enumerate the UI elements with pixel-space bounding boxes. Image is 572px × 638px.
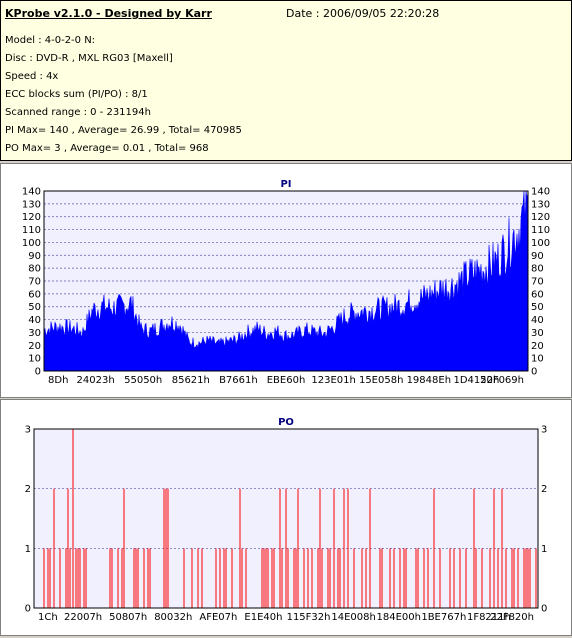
y-tick-label-right: 90	[531, 251, 544, 262]
model-line: Model : 4-0-2-0 N:	[5, 35, 96, 46]
pi-stats-line: PI Max= 140 , Average= 26.99 , Total= 47…	[5, 125, 242, 136]
x-tick-label: E1E40h	[244, 612, 282, 623]
y-tick-label-left: 80	[28, 264, 41, 275]
x-tick-label: 115F32h	[287, 612, 331, 623]
y-tick-label-left: 110	[22, 225, 41, 236]
pi-chart-panel: PI 0 0 10 10 20 20 30 30 40 40 50 50 60 60 70 70 80 80 90 90…	[0, 163, 572, 398]
x-tick-label: 85621h	[172, 375, 210, 386]
plot-border	[43, 190, 529, 372]
x-tick-label: 80032h	[154, 612, 192, 623]
y-tick-label-left: 3	[25, 425, 31, 436]
x-tick-label: 1BE767h	[421, 612, 466, 623]
chart-title: PI	[280, 179, 291, 190]
speed-line: Speed : 4x	[5, 71, 59, 82]
y-tick-label-left: 0	[35, 367, 41, 378]
y-tick-label-left: 60	[28, 289, 41, 300]
y-tick-label-right: 40	[531, 315, 544, 326]
plot-border	[33, 428, 539, 609]
y-tick-label-left: 130	[22, 199, 41, 210]
x-tick-label: EBE60h	[267, 375, 306, 386]
y-tick-label-right: 80	[531, 264, 544, 275]
ecc-line: ECC blocks sum (PI/PO) : 8/1	[5, 89, 148, 100]
po-series	[43, 429, 537, 608]
y-tick-label-left: 30	[28, 328, 41, 339]
x-tick-label: 1F8211h	[467, 612, 511, 623]
y-tick-label-right: 3	[541, 425, 547, 436]
range-line: Scanned range : 0 - 231194h	[5, 107, 151, 118]
x-tick-label: 123E01h	[311, 375, 355, 386]
info-panel: KProbe v2.1.0 - Designed by Karr Date : …	[0, 0, 572, 161]
scan-date: Date : 2006/09/05 22:20:28	[286, 7, 440, 20]
y-tick-label-right: 1	[541, 544, 547, 555]
y-tick-label-right: 20	[531, 341, 544, 352]
y-tick-label-left: 70	[28, 277, 41, 288]
y-tick-label-left: 50	[28, 302, 41, 313]
y-tick-label-right: 2	[541, 484, 547, 495]
y-tick-label-right: 60	[531, 289, 544, 300]
y-tick-label-right: 70	[531, 277, 544, 288]
x-tick-label: B7661h	[219, 375, 258, 386]
y-tick-label-left: 10	[28, 354, 41, 365]
po-stats-line: PO Max= 3 , Average= 0.01 , Total= 968	[5, 143, 209, 154]
y-tick-label-left: 0	[25, 604, 31, 615]
x-tick-label: 19848Eh	[407, 375, 451, 386]
y-tick-label-left: 140	[22, 187, 41, 198]
x-tick-label: 15E058h	[359, 375, 403, 386]
po-chart-panel: PO 0 0 1 1 2 2 3 3 1Ch 22007h 50807h 80032h AFE07h E1E…	[0, 399, 572, 636]
y-tick-label-right: 100	[531, 238, 550, 249]
x-tick-label: AFE07h	[199, 612, 237, 623]
y-tick-label-right: 0	[541, 604, 547, 615]
y-tick-label-left: 2	[25, 484, 31, 495]
x-tick-label: 55050h	[124, 375, 162, 386]
x-tick-label: 24023h	[77, 375, 115, 386]
y-tick-label-right: 140	[531, 187, 550, 198]
y-tick-label-left: 40	[28, 315, 41, 326]
x-tick-label: 184E00h	[376, 612, 420, 623]
y-tick-label-right: 0	[531, 367, 537, 378]
app-title: KProbe v2.1.0 - Designed by Karr	[5, 7, 212, 20]
x-tick-label: 14E008h	[331, 612, 375, 623]
y-tick-label-right: 120	[531, 212, 550, 223]
chart-title: PO	[278, 417, 294, 428]
x-tick-label: 1D4152h	[453, 375, 499, 386]
y-tick-label-left: 90	[28, 251, 41, 262]
y-tick-label-left: 1	[25, 544, 31, 555]
pi-series	[43, 190, 529, 372]
po-chart: PO 0 0 1 1 2 2 3 3 1Ch 22007h 50807h 80032h AFE07h E1E…	[25, 417, 548, 623]
y-tick-label-left: 100	[22, 238, 41, 249]
y-tick-label-right: 130	[531, 199, 550, 210]
x-tick-label: 20F069h	[480, 375, 524, 386]
x-tick-label: 8Dh	[48, 375, 68, 386]
x-tick-label: 22F820h	[490, 612, 534, 623]
disc-line: Disc : DVD-R , MXL RG03 [Maxell]	[5, 53, 173, 64]
x-tick-label: 50807h	[109, 612, 147, 623]
y-tick-label-right: 10	[531, 354, 544, 365]
x-tick-label: 1Ch	[38, 612, 58, 623]
x-tick-label: 22007h	[64, 612, 102, 623]
y-tick-label-right: 50	[531, 302, 544, 313]
y-tick-label-right: 110	[531, 225, 550, 236]
y-tick-label-left: 20	[28, 341, 41, 352]
y-tick-label-left: 120	[22, 212, 41, 223]
y-tick-label-right: 30	[531, 328, 544, 339]
